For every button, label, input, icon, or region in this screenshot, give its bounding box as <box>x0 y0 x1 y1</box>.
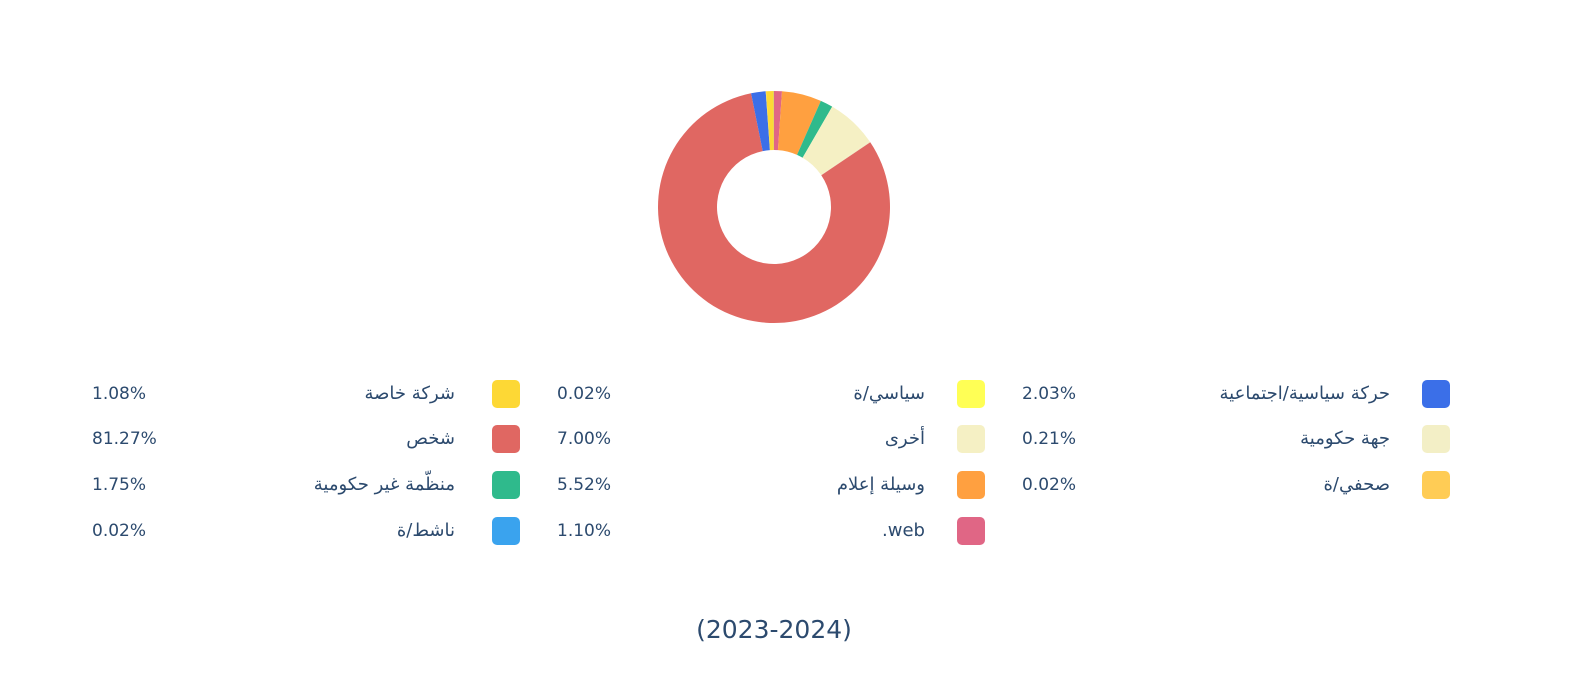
legend-label: شخص <box>406 428 455 449</box>
legend-value: 1.08% <box>92 384 146 404</box>
pie-slice <box>765 91 774 151</box>
legend-swatch <box>957 380 985 408</box>
legend-swatch <box>957 517 985 545</box>
pie-slice <box>802 106 870 175</box>
legend-label: ناشط/ة <box>397 520 455 541</box>
pie-slice <box>820 140 871 176</box>
legend-value: 1.75% <box>92 475 146 495</box>
legend-value: 2.03% <box>1022 384 1076 404</box>
legend-swatch <box>1422 380 1450 408</box>
legend-label: منظّمة غير حكومية <box>314 470 455 495</box>
legend-value: 5.52% <box>557 475 611 495</box>
legend-value: 0.02% <box>557 384 611 404</box>
legend-swatch <box>492 517 520 545</box>
legend-swatch <box>1422 425 1450 453</box>
pie-slice <box>658 93 891 324</box>
pie-slice <box>765 91 770 151</box>
legend-swatch <box>492 425 520 453</box>
legend-swatch <box>492 471 520 499</box>
legend-swatch <box>492 380 520 408</box>
pie-slice <box>765 91 771 151</box>
pie-slice <box>797 100 833 158</box>
legend-value: 0.02% <box>92 521 146 541</box>
legend-swatch <box>957 471 985 499</box>
legend-value: 1.10% <box>557 521 611 541</box>
legend-label: أخرى <box>885 426 925 449</box>
legend-label: شركة خاصة <box>364 383 455 404</box>
chart-title: (2023-2024) <box>696 615 852 644</box>
legend-label: جهة حكومية <box>1300 428 1390 449</box>
legend-value: 81.27% <box>92 429 157 449</box>
legend-swatch <box>957 425 985 453</box>
legend-label: وسيلة إعلام <box>837 474 925 495</box>
legend-label: web. <box>882 520 925 541</box>
pie-slice <box>777 91 821 155</box>
legend-value: 0.21% <box>1022 429 1076 449</box>
legend-value: 0.02% <box>1022 475 1076 495</box>
legend-swatch <box>1422 471 1450 499</box>
legend-label: صحفي/ة <box>1323 474 1390 495</box>
legend-label: سياسي/ة <box>853 383 925 404</box>
pie-slice <box>751 91 770 152</box>
legend-label: حركة سياسية/اجتماعية <box>1220 383 1391 404</box>
legend-value: 7.00% <box>557 429 611 449</box>
pie-slice <box>774 91 783 151</box>
